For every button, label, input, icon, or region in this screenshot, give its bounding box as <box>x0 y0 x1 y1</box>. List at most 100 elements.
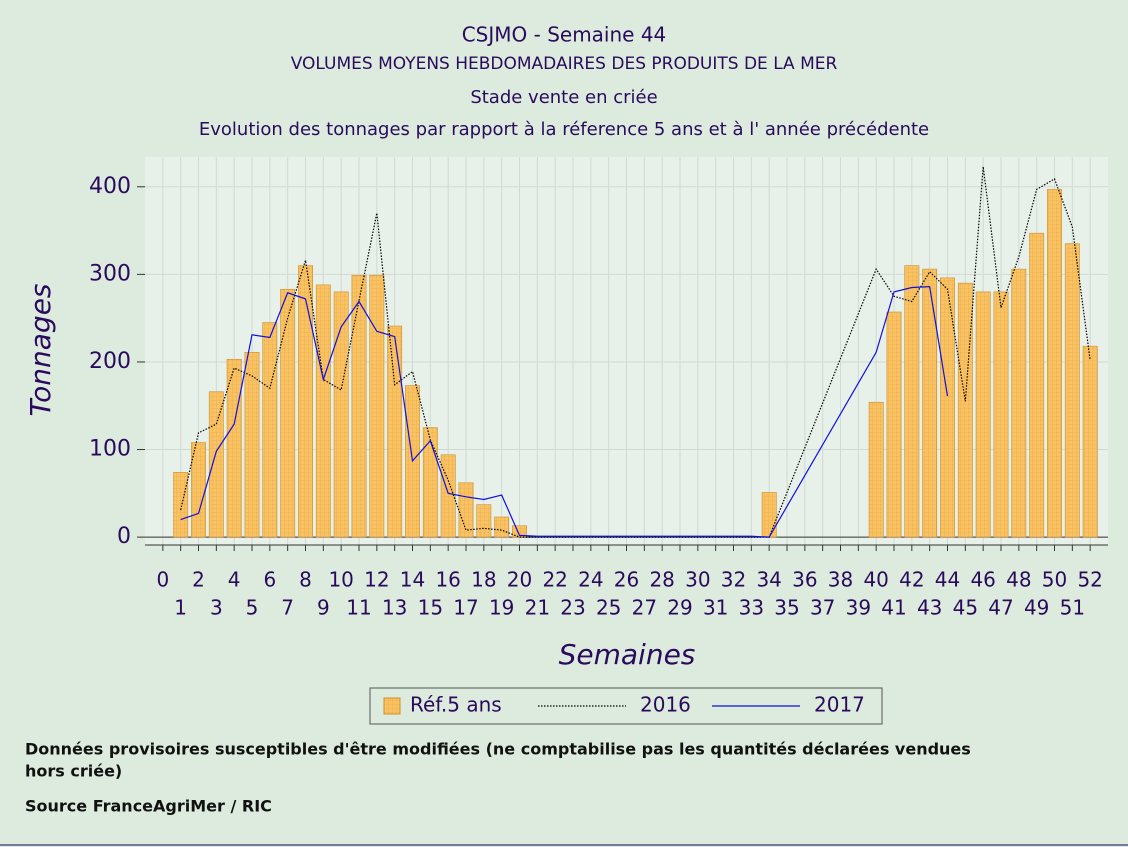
x-tick-label: 14 <box>400 568 425 592</box>
bar <box>868 401 884 538</box>
x-tick-label: 21 <box>525 596 550 620</box>
chart-title: CSJMO - Semaine 44 <box>462 23 667 47</box>
bar <box>298 265 313 538</box>
bar <box>494 516 510 538</box>
x-tick-label: 35 <box>774 596 799 620</box>
x-axis-label: Semaines <box>559 638 696 671</box>
y-axis-label: Tonnages <box>24 283 57 416</box>
bar <box>280 288 296 538</box>
x-tick-label: 46 <box>970 568 995 592</box>
x-tick-label: 45 <box>953 596 978 620</box>
x-tick-label: 44 <box>935 568 960 592</box>
y-tick-label: 100 <box>89 437 131 462</box>
x-tick-label: 27 <box>632 596 657 620</box>
bar <box>957 282 973 538</box>
x-tick-label: 13 <box>382 596 407 620</box>
x-tick-label: 52 <box>1077 568 1102 592</box>
x-tick-label: 1 <box>174 596 187 620</box>
bar <box>993 291 1009 538</box>
x-tick-label: 25 <box>596 596 621 620</box>
x-tick-label: 37 <box>810 596 835 620</box>
y-tick-label: 300 <box>89 261 131 286</box>
x-tick-label: 7 <box>281 596 294 620</box>
x-tick-label: 24 <box>578 568 603 592</box>
x-tick-label: 28 <box>649 568 674 592</box>
bar <box>351 274 367 538</box>
legend-swatch <box>383 697 401 715</box>
bar <box>173 472 189 538</box>
subtitle: Evolution des tonnages par rapport à la … <box>199 119 929 140</box>
bar <box>904 265 920 538</box>
subtitle: Stade vente en criée <box>470 87 657 108</box>
y-tick-label: 0 <box>117 524 131 549</box>
x-tick-label: 11 <box>346 596 371 620</box>
x-tick-label: 2 <box>192 568 205 592</box>
bar <box>1064 243 1080 538</box>
bar <box>315 284 331 538</box>
bar <box>440 454 456 538</box>
legend-label: 2016 <box>640 693 691 717</box>
bar <box>244 352 260 538</box>
x-tick-label: 41 <box>881 596 906 620</box>
bar <box>922 268 938 538</box>
bar <box>262 322 278 538</box>
x-tick-label: 40 <box>863 568 888 592</box>
x-tick-label: 51 <box>1060 596 1085 620</box>
bar <box>1082 345 1098 538</box>
x-tick-label: 42 <box>899 568 924 592</box>
x-tick-label: 9 <box>317 596 330 620</box>
x-tick-label: 36 <box>792 568 817 592</box>
bar <box>940 277 955 538</box>
bar <box>422 427 438 538</box>
x-tick-label: 12 <box>364 568 389 592</box>
bar <box>1029 232 1045 538</box>
bar <box>512 525 527 538</box>
x-tick-label: 3 <box>210 596 223 620</box>
y-tick-label: 400 <box>89 174 131 199</box>
legend-label: 2017 <box>814 693 865 717</box>
bar <box>476 504 492 538</box>
x-tick-label: 10 <box>328 568 353 592</box>
footnote: Données provisoires susceptibles d'être … <box>25 740 971 759</box>
x-tick-label: 8 <box>299 568 312 592</box>
x-tick-label: 33 <box>739 596 764 620</box>
bar <box>208 391 224 538</box>
x-tick-label: 32 <box>721 568 746 592</box>
x-tick-label: 4 <box>228 568 241 592</box>
x-tick-label: 29 <box>667 596 692 620</box>
x-tick-label: 39 <box>846 596 871 620</box>
x-tick-label: 43 <box>917 596 942 620</box>
x-tick-label: 38 <box>828 568 853 592</box>
x-tick-label: 31 <box>703 596 728 620</box>
footnote: Source FranceAgriMer / RIC <box>25 797 272 816</box>
bar <box>387 325 403 538</box>
line-series <box>180 285 949 538</box>
x-tick-label: 30 <box>685 568 710 592</box>
x-tick-label: 23 <box>560 596 585 620</box>
line-series <box>180 166 1091 538</box>
bar <box>975 291 991 538</box>
x-tick-label: 20 <box>507 568 532 592</box>
footnote: hors criée) <box>25 762 122 781</box>
bar <box>1047 189 1062 538</box>
x-tick-label: 22 <box>542 568 567 592</box>
x-tick-label: 6 <box>263 568 276 592</box>
x-tick-label: 5 <box>246 596 259 620</box>
x-tick-label: 50 <box>1042 568 1067 592</box>
legend-box <box>369 687 883 725</box>
x-tick-label: 26 <box>614 568 639 592</box>
y-tick-label: 200 <box>89 349 131 374</box>
x-tick-label: 19 <box>489 596 514 620</box>
legend-label: Réf.5 ans <box>410 693 502 717</box>
x-tick-label: 17 <box>453 596 478 620</box>
x-tick-label: 48 <box>1006 568 1031 592</box>
bar <box>226 359 242 538</box>
subtitle: VOLUMES MOYENS HEBDOMADAIRES DES PRODUIT… <box>291 54 838 74</box>
x-tick-label: 49 <box>1024 596 1049 620</box>
bar <box>886 311 902 538</box>
x-tick-label: 34 <box>756 568 781 592</box>
x-tick-label: 15 <box>418 596 443 620</box>
bar <box>369 274 385 538</box>
x-tick-label: 47 <box>988 596 1013 620</box>
